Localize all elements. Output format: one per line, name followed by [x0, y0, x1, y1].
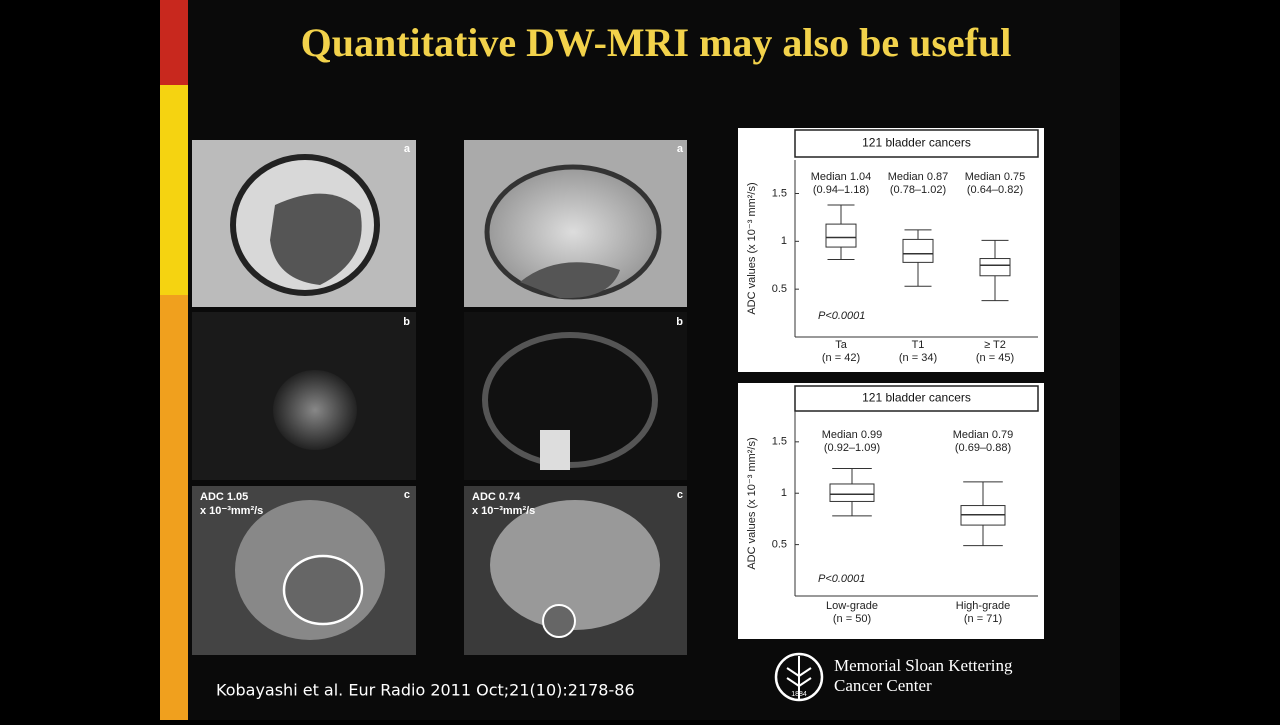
panel-letter: b	[403, 316, 410, 328]
logo: 1884 Memorial Sloan Kettering Cancer Cen…	[774, 652, 1013, 702]
range-label: (0.78–1.02)	[890, 184, 946, 196]
accent-bar	[160, 85, 188, 295]
panel-letter: c	[677, 489, 683, 501]
median-label: Median 0.75	[965, 171, 1026, 183]
range-label: (0.92–1.09)	[824, 442, 880, 454]
adc-unit: x 10⁻³mm²/s	[472, 505, 535, 517]
box	[979, 258, 1011, 277]
count-label: (n = 42)	[822, 352, 860, 364]
median-label: Median 0.79	[953, 429, 1014, 441]
median-label: Median 0.99	[822, 429, 883, 441]
chart-title: 121 bladder cancers	[862, 391, 971, 405]
panel-letter: b	[676, 316, 683, 328]
panel-letter: a	[404, 143, 411, 155]
y-axis-label: ADC values (x 10⁻³ mm²/s)	[746, 182, 758, 314]
y-axis-label: ADC values (x 10⁻³ mm²/s)	[746, 437, 758, 569]
adc-label: ADC 0.74	[472, 491, 521, 503]
chart-title: 121 bladder cancers	[862, 136, 971, 150]
accent-bar	[160, 0, 188, 85]
mri-right	[464, 140, 687, 655]
y-tick-label: 1	[781, 487, 787, 499]
chart-frame	[738, 128, 1044, 372]
count-label: (n = 50)	[833, 613, 871, 625]
slide-title: Quantitative DW-MRI may also be useful	[301, 20, 1012, 65]
x-tick-label: T1	[912, 339, 925, 351]
adc-unit: x 10⁻³mm²/s	[200, 505, 263, 517]
annotation: P<0.0001	[818, 573, 865, 585]
y-tick-label: 1.5	[772, 436, 787, 448]
y-tick-label: 1.5	[772, 187, 787, 199]
mri-left	[192, 140, 416, 655]
y-tick-label: 0.5	[772, 283, 787, 295]
median-label: Median 0.87	[888, 171, 949, 183]
range-label: (0.69–0.88)	[955, 442, 1011, 454]
count-label: (n = 34)	[899, 352, 937, 364]
panel-letter: a	[677, 143, 684, 155]
median-label: Median 1.04	[811, 171, 872, 183]
x-tick-label: Ta	[835, 339, 848, 351]
box	[825, 223, 857, 248]
logo-text: Cancer Center	[834, 676, 932, 695]
accent-bar	[160, 295, 188, 720]
range-label: (0.64–0.82)	[967, 184, 1023, 196]
range-label: (0.94–1.18)	[813, 184, 869, 196]
x-tick-label: Low-grade	[826, 600, 878, 612]
panel-letter: c	[404, 489, 410, 501]
logo-text: Memorial Sloan Kettering	[834, 656, 1013, 675]
adc-label: ADC 1.05	[200, 491, 248, 503]
y-tick-label: 1	[781, 235, 787, 247]
box	[829, 483, 875, 502]
count-label: (n = 71)	[964, 613, 1002, 625]
chart-title-box	[794, 385, 1039, 412]
x-tick-label: ≥ T2	[984, 339, 1006, 351]
box	[902, 238, 934, 263]
citation: Kobayashi et al. Eur Radio 2011 Oct;21(1…	[216, 681, 635, 700]
y-tick-label: 0.5	[772, 539, 787, 551]
logo-year: 1884	[791, 691, 807, 698]
annotation: P<0.0001	[818, 310, 865, 322]
chart-title-box	[794, 129, 1039, 158]
x-tick-label: High-grade	[956, 600, 1010, 612]
count-label: (n = 45)	[976, 352, 1014, 364]
